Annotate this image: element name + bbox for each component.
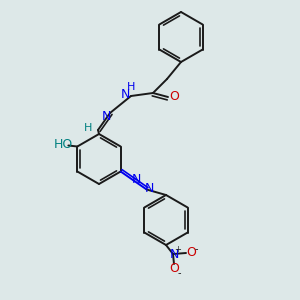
Text: N: N: [120, 88, 130, 100]
Text: N: N: [145, 182, 154, 195]
Text: HO: HO: [54, 138, 73, 151]
Text: O: O: [169, 262, 179, 275]
Text: O: O: [186, 247, 196, 260]
Text: -: -: [194, 244, 198, 254]
Text: H: H: [127, 82, 135, 92]
Text: N: N: [132, 173, 141, 186]
Text: N: N: [169, 248, 179, 260]
Text: H: H: [84, 123, 92, 133]
Text: O: O: [169, 91, 179, 103]
Text: +: +: [175, 245, 182, 254]
Text: -: -: [177, 268, 181, 278]
Text: N: N: [101, 110, 111, 122]
